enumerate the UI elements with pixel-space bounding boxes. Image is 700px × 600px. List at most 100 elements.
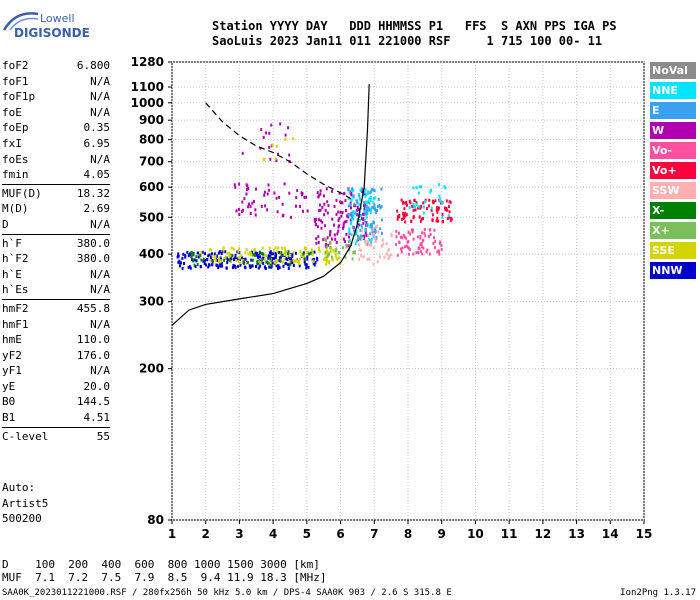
echo-point <box>347 244 350 248</box>
echo-point <box>426 248 429 252</box>
echo-point <box>441 213 444 216</box>
echo-point <box>291 253 294 256</box>
echo-point <box>364 239 367 243</box>
echo-point <box>258 260 261 264</box>
echo-point <box>359 229 362 233</box>
echo-point <box>430 206 433 210</box>
echo-point <box>390 232 393 236</box>
echo-point <box>380 244 383 248</box>
echo-point <box>427 235 430 238</box>
echo-point <box>402 212 405 215</box>
echo-point <box>351 187 353 191</box>
echo-point <box>188 265 191 269</box>
echo-point <box>370 243 373 247</box>
echo-point <box>199 265 202 269</box>
echo-point <box>326 211 329 215</box>
echo-point <box>295 204 297 208</box>
echo-point <box>415 201 418 205</box>
echo-point <box>337 250 340 254</box>
echo-point <box>342 246 344 250</box>
param-row: yE 20.0 <box>2 379 110 395</box>
echo-point <box>207 254 210 258</box>
echo-point <box>404 245 407 249</box>
echo-point <box>261 246 264 250</box>
param-row: hmF2 455.8 <box>2 301 110 317</box>
param-value: N/A <box>90 152 110 166</box>
echo-point <box>317 248 320 251</box>
echo-point <box>367 234 370 238</box>
echo-point <box>257 266 260 270</box>
echo-point <box>298 264 301 268</box>
echo-point <box>311 251 314 254</box>
echo-point <box>323 202 326 206</box>
echo-point <box>335 198 338 202</box>
echo-point <box>186 250 189 254</box>
echo-point <box>237 255 240 259</box>
echo-point <box>360 187 363 191</box>
echo-point <box>370 226 373 230</box>
echo-point <box>209 259 212 262</box>
echo-point <box>412 237 415 241</box>
echo-point <box>283 253 286 256</box>
echo-point <box>262 157 265 161</box>
echo-point <box>279 259 282 263</box>
echo-point <box>408 248 411 252</box>
lowell-digisonde-logo: Lowell DIGISONDE <box>2 2 114 42</box>
echo-point <box>365 242 368 246</box>
echo-point <box>347 204 350 208</box>
echo-point <box>222 248 225 252</box>
echo-point <box>200 258 203 262</box>
echo-point <box>446 208 449 212</box>
echo-point <box>357 193 360 196</box>
echo-point <box>274 256 277 260</box>
echo-point <box>329 229 332 233</box>
param-row: h`Es N/A <box>2 282 110 298</box>
echo-point <box>447 205 450 209</box>
echo-point <box>344 199 347 203</box>
echo-point <box>351 257 354 261</box>
echo-point <box>292 264 295 267</box>
echo-point <box>334 252 337 256</box>
echo-point <box>243 265 246 269</box>
echo-point <box>314 223 317 227</box>
echo-point <box>271 143 274 147</box>
echo-point <box>241 200 244 204</box>
echo-point <box>373 228 376 232</box>
echo-point <box>202 257 205 261</box>
echo-point <box>374 231 377 234</box>
echo-point <box>414 205 417 209</box>
echo-point <box>335 247 338 251</box>
echo-point <box>352 188 355 192</box>
echo-point <box>395 243 398 247</box>
echo-point <box>299 249 302 253</box>
echo-point <box>345 244 348 247</box>
echo-point <box>179 264 181 268</box>
param-separator <box>2 233 110 235</box>
echo-point <box>322 238 325 242</box>
echo-point <box>239 261 242 264</box>
echo-point <box>261 258 264 262</box>
y-tick-label: 500 <box>139 210 164 224</box>
echo-point <box>437 219 440 223</box>
echo-point <box>340 214 343 218</box>
echo-point <box>421 239 424 243</box>
echo-point <box>372 246 375 250</box>
echo-point <box>277 152 279 156</box>
echo-point <box>207 265 210 269</box>
echo-point <box>336 257 339 261</box>
echo-point <box>434 199 437 203</box>
echo-point <box>184 253 187 257</box>
echo-point <box>286 252 289 256</box>
echo-point <box>350 217 353 221</box>
echo-point <box>278 259 281 262</box>
scaled-parameters-panel: foF2 6.800 foF1 N/A foF1p N/A foE N/A foEp 0.35 fx… <box>2 58 110 444</box>
param-value: N/A <box>90 74 110 88</box>
echo-point <box>380 187 383 191</box>
param-value: 144.5 <box>76 395 110 409</box>
echo-point <box>445 199 448 203</box>
echo-point <box>208 263 210 267</box>
legend-item: SSE <box>650 242 696 259</box>
echo-point <box>373 203 376 207</box>
echo-point <box>385 252 388 256</box>
echo-point <box>359 189 362 192</box>
